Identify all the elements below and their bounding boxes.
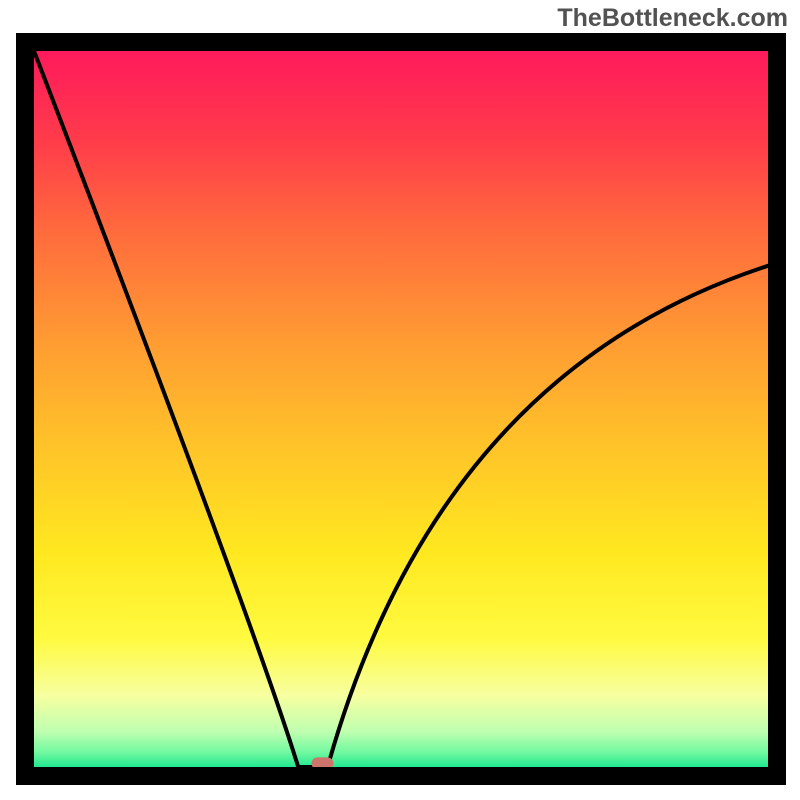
gradient-fill [34, 51, 768, 767]
bottleneck-chart [0, 0, 800, 800]
watermark-text: TheBottleneck.com [557, 4, 788, 33]
